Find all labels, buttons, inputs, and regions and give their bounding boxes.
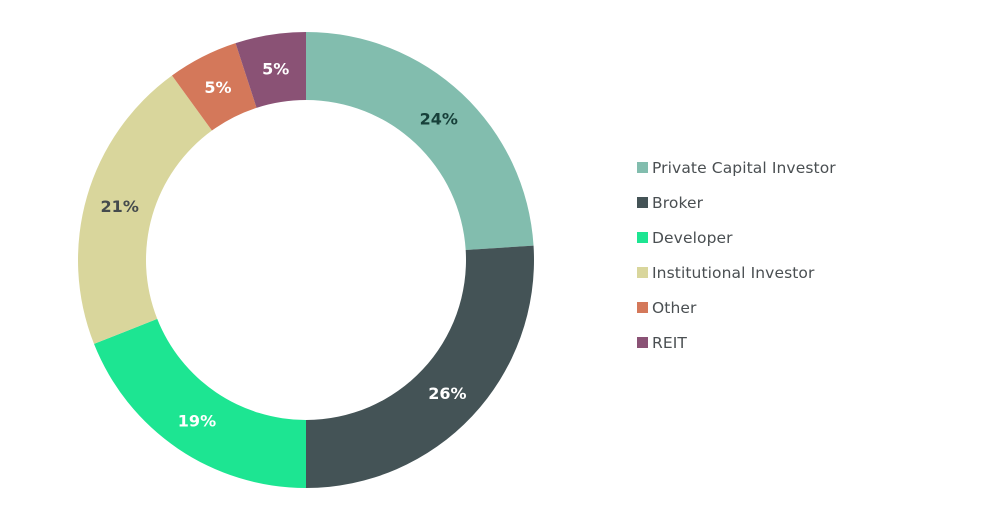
legend-label: Developer	[652, 228, 733, 247]
legend-swatch	[637, 267, 648, 278]
legend-swatch	[637, 162, 648, 173]
legend-label: Private Capital Investor	[652, 158, 836, 177]
slice-label: 26%	[428, 384, 466, 403]
legend-label: Institutional Investor	[652, 263, 815, 282]
slice-reit	[235, 32, 306, 108]
legend-item-reit: REIT	[637, 325, 836, 360]
legend-item-developer: Developer	[637, 220, 836, 255]
legend-item-broker: Broker	[637, 185, 836, 220]
legend-item-other: Other	[637, 290, 836, 325]
legend-label: Broker	[652, 193, 704, 212]
slice-private-capital-investor	[306, 32, 534, 250]
legend-swatch	[637, 337, 648, 348]
legend-swatch	[637, 232, 648, 243]
slice-label: 19%	[178, 411, 216, 430]
slice-developer	[94, 318, 307, 488]
slice-institutional-investor	[77, 75, 212, 344]
legend-label: REIT	[652, 333, 688, 352]
chart-legend: Private Capital Investor Broker Develope…	[637, 150, 836, 360]
slice-other	[171, 43, 257, 131]
slice-label: 5%	[262, 59, 289, 78]
slice-label: 5%	[204, 78, 231, 97]
donut-slices	[77, 32, 534, 488]
slice-label: 24%	[420, 110, 458, 129]
slice-broker	[306, 245, 534, 488]
legend-item-institutional-investor: Institutional Investor	[637, 255, 836, 290]
legend-label: Other	[652, 298, 697, 317]
legend-item-private-capital-investor: Private Capital Investor	[637, 150, 836, 185]
legend-swatch	[637, 197, 648, 208]
slice-labels: 24% 26% 19% 21% 5% 5%	[101, 59, 467, 430]
slice-label: 21%	[101, 197, 139, 216]
legend-swatch	[637, 302, 648, 313]
